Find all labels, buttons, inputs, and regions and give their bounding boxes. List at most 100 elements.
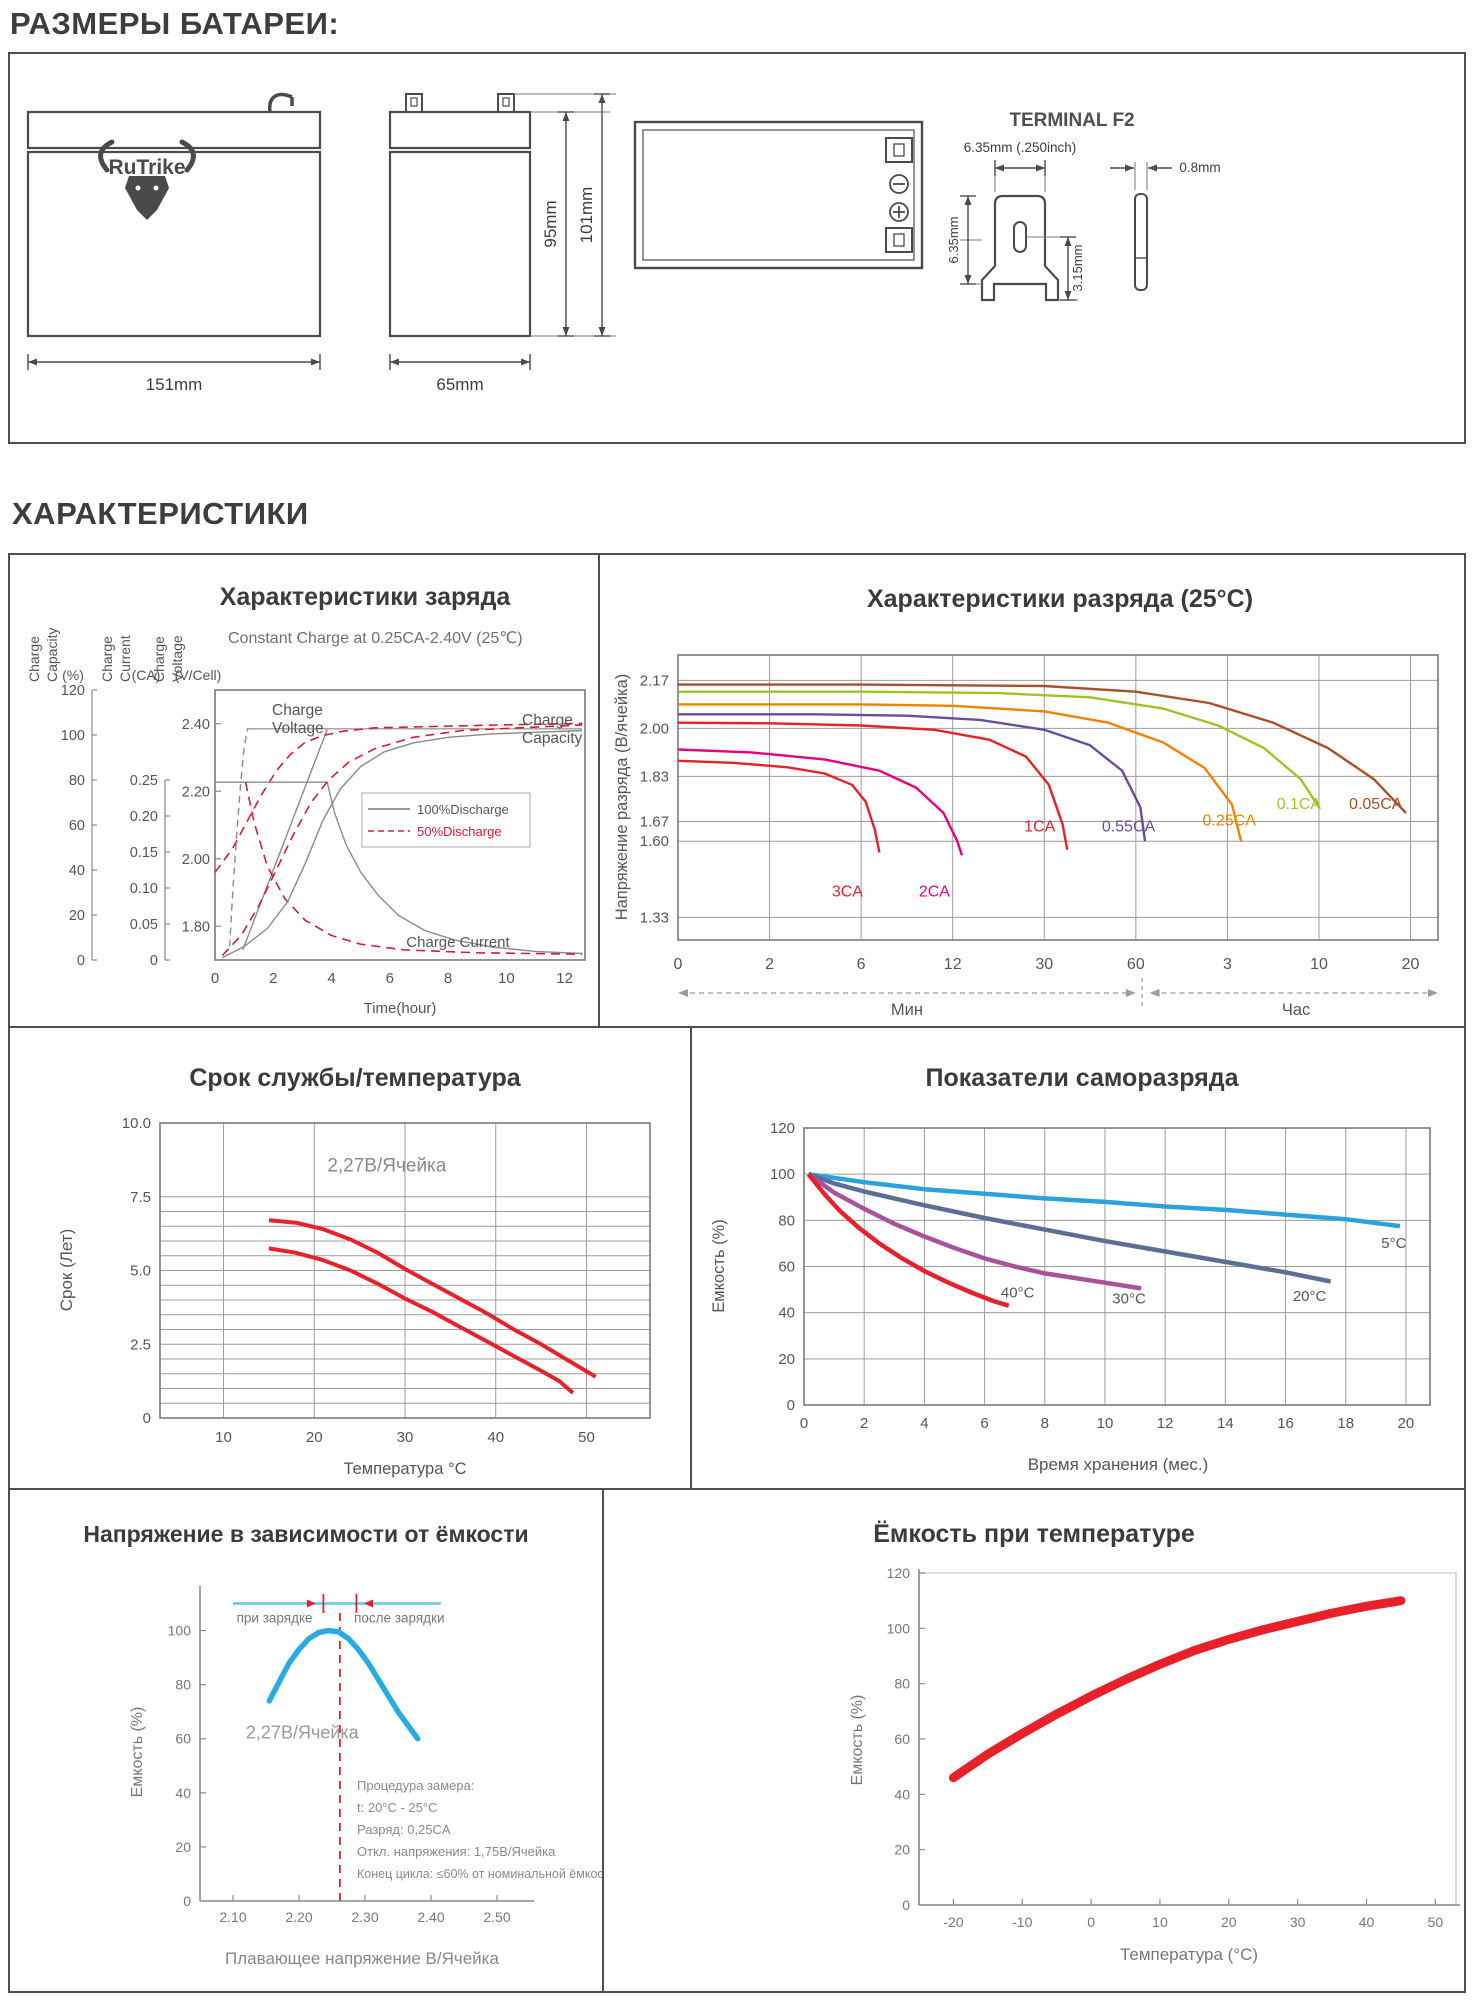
svg-text:40: 40: [69, 863, 85, 879]
svg-text:14: 14: [1217, 1415, 1234, 1432]
svg-text:10.0: 10.0: [122, 1115, 151, 1132]
svg-text:0: 0: [674, 956, 683, 973]
svg-text:Charge: Charge: [151, 636, 167, 682]
svg-text:RuTrike: RuTrike: [108, 156, 185, 179]
svg-text:2,27В/Ячейка: 2,27В/Ячейка: [246, 1723, 360, 1743]
svg-text:1CA: 1CA: [1024, 818, 1055, 835]
svg-text:0: 0: [143, 1410, 151, 1427]
svg-text:120: 120: [770, 1120, 795, 1137]
svg-text:3.15mm: 3.15mm: [1070, 245, 1085, 292]
svg-text:1.67: 1.67: [640, 813, 669, 830]
svg-text:12: 12: [1157, 1415, 1174, 1432]
svg-text:40: 40: [894, 1786, 910, 1802]
svg-text:Процедура замера:: Процедура замера:: [357, 1778, 475, 1793]
svg-text:0.8mm: 0.8mm: [1179, 160, 1220, 175]
svg-text:100: 100: [770, 1166, 795, 1183]
svg-text:2: 2: [765, 956, 774, 973]
svg-text:60: 60: [894, 1731, 910, 1747]
svg-text:10: 10: [1152, 1914, 1168, 1930]
svg-text:Напряжение в зависимости от ём: Напряжение в зависимости от ёмкости: [83, 1521, 528, 1547]
svg-text:Конец цикла: ≤60% от номинальн: Конец цикла: ≤60% от номинальной ёмкости: [357, 1867, 602, 1881]
svg-text:6: 6: [386, 970, 394, 987]
svg-text:2: 2: [860, 1415, 868, 1432]
svg-text:Срок службы/температура: Срок службы/температура: [189, 1064, 521, 1092]
svg-text:Откл. напряжения: 1,75В/Ячейка: Откл. напряжения: 1,75В/Ячейка: [357, 1844, 556, 1859]
service-life-chart: 10 20 30 40 50 10.0 7.5 5.0 2.5 0 Срок службы/темп…: [57, 1064, 651, 1478]
svg-text:Charge Current: Charge Current: [406, 934, 510, 951]
svg-text:10: 10: [498, 970, 515, 987]
characteristics-section-title: ХАРАКТЕРИСТИКИ: [12, 496, 309, 531]
svg-text:-20: -20: [943, 1914, 963, 1930]
svg-text:30: 30: [1290, 1914, 1306, 1930]
svg-text:2: 2: [269, 970, 277, 987]
svg-text:0.25CA: 0.25CA: [1203, 813, 1257, 830]
svg-text:40: 40: [1359, 1914, 1375, 1930]
svg-text:16: 16: [1277, 1415, 1294, 1432]
svg-text:120: 120: [887, 1565, 911, 1581]
svg-text:2.40: 2.40: [182, 717, 210, 733]
svg-text:6.35mm: 6.35mm: [946, 217, 961, 264]
dimensions-box: RuTrike 151mm 65mm 95mm 101mm TERMINAL F2 6.35…: [8, 52, 1466, 444]
svg-text:Емкость (%): Емкость (%): [849, 1695, 866, 1786]
svg-text:(CA): (CA): [132, 667, 161, 683]
svg-text:Напряжение разряда (В/ячейка): Напряжение разряда (В/ячейка): [613, 674, 631, 921]
svg-text:Ёмкость при температуре: Ёмкость при температуре: [873, 1520, 1195, 1548]
svg-text:3: 3: [1223, 956, 1232, 973]
svg-text:Емкость (%): Емкость (%): [129, 1707, 146, 1798]
svg-text:80: 80: [778, 1212, 795, 1229]
svg-text:0: 0: [800, 1415, 808, 1432]
svg-text:60: 60: [1127, 956, 1145, 973]
column-divider-row1: [598, 555, 600, 1026]
svg-text:0.10: 0.10: [130, 881, 158, 897]
svg-text:Charge: Charge: [99, 636, 115, 682]
svg-text:0: 0: [150, 953, 158, 969]
svg-text:Емкость (%): Емкость (%): [710, 1219, 728, 1313]
svg-text:20: 20: [306, 1429, 323, 1446]
svg-text:Capacity: Capacity: [44, 628, 60, 682]
svg-text:80: 80: [175, 1677, 191, 1693]
svg-text:101mm: 101mm: [577, 187, 596, 244]
voltage-vs-capacity-chart: 2.10 2.20 2.30 2.40 2.50 100 80 60 40 20 0 Напряжен…: [83, 1521, 602, 1968]
column-divider-row3: [602, 1490, 604, 1991]
svg-text:2.00: 2.00: [182, 852, 210, 868]
svg-text:0: 0: [77, 953, 85, 969]
svg-text:Charge: Charge: [522, 712, 573, 729]
svg-text:30°C: 30°C: [1112, 1290, 1146, 1307]
svg-text:8: 8: [444, 970, 452, 987]
svg-text:0.55CA: 0.55CA: [1102, 818, 1156, 835]
svg-text:3CA: 3CA: [832, 883, 863, 900]
svg-text:TERMINAL F2: TERMINAL F2: [1009, 110, 1134, 131]
svg-text:Voltage: Voltage: [272, 720, 324, 737]
svg-text:Capacity: Capacity: [522, 730, 583, 747]
svg-text:1.80: 1.80: [182, 919, 210, 935]
chart-cell-discharge: 0 2 6 12 30 60 3 10 20 2.17 2.00 1.83 1.67 1.60 1.33 Ми…: [600, 555, 1466, 1026]
svg-text:1.60: 1.60: [640, 833, 669, 850]
discharge-characteristics-chart: 0 2 6 12 30 60 3 10 20 2.17 2.00 1.83 1.67 1.60 1.33 Ми…: [613, 585, 1439, 1019]
svg-text:0: 0: [787, 1397, 795, 1414]
svg-text:20: 20: [894, 1842, 910, 1858]
svg-text:60: 60: [778, 1259, 795, 1276]
svg-text:2.17: 2.17: [640, 672, 669, 689]
svg-text:2.20: 2.20: [285, 1909, 312, 1925]
svg-text:Разряд: 0,25CA: Разряд: 0,25CA: [357, 1822, 451, 1837]
svg-text:100: 100: [61, 728, 85, 744]
svg-text:Constant Charge at 0.25CA-2.40: Constant Charge at 0.25CA-2.40V (25℃): [228, 630, 523, 647]
svg-text:2.5: 2.5: [130, 1336, 151, 1353]
svg-text:Температура °C: Температура °C: [343, 1460, 466, 1478]
battery-dimension-drawings: RuTrike 151mm 65mm 95mm 101mm TERMINAL F2 6.35…: [26, 92, 1221, 394]
svg-text:Температура (°C): Температура (°C): [1120, 1945, 1258, 1964]
svg-text:2,27В/Ячейка: 2,27В/Ячейка: [327, 1156, 446, 1177]
svg-text:10: 10: [1310, 956, 1328, 973]
dimensions-section-title: РАЗМЕРЫ БАТАРЕИ:: [10, 6, 340, 41]
svg-text:0: 0: [211, 970, 219, 987]
svg-text:Срок (Лет): Срок (Лет): [57, 1229, 76, 1312]
svg-text:1.83: 1.83: [640, 768, 669, 785]
svg-text:0: 0: [1087, 1914, 1095, 1930]
svg-text:20: 20: [1402, 956, 1420, 973]
svg-text:2.40: 2.40: [417, 1909, 444, 1925]
svg-text:Time(hour): Time(hour): [364, 1000, 437, 1017]
svg-text:10: 10: [1097, 1415, 1114, 1432]
column-divider-row2: [690, 1028, 692, 1488]
svg-text:20°C: 20°C: [1293, 1288, 1327, 1305]
